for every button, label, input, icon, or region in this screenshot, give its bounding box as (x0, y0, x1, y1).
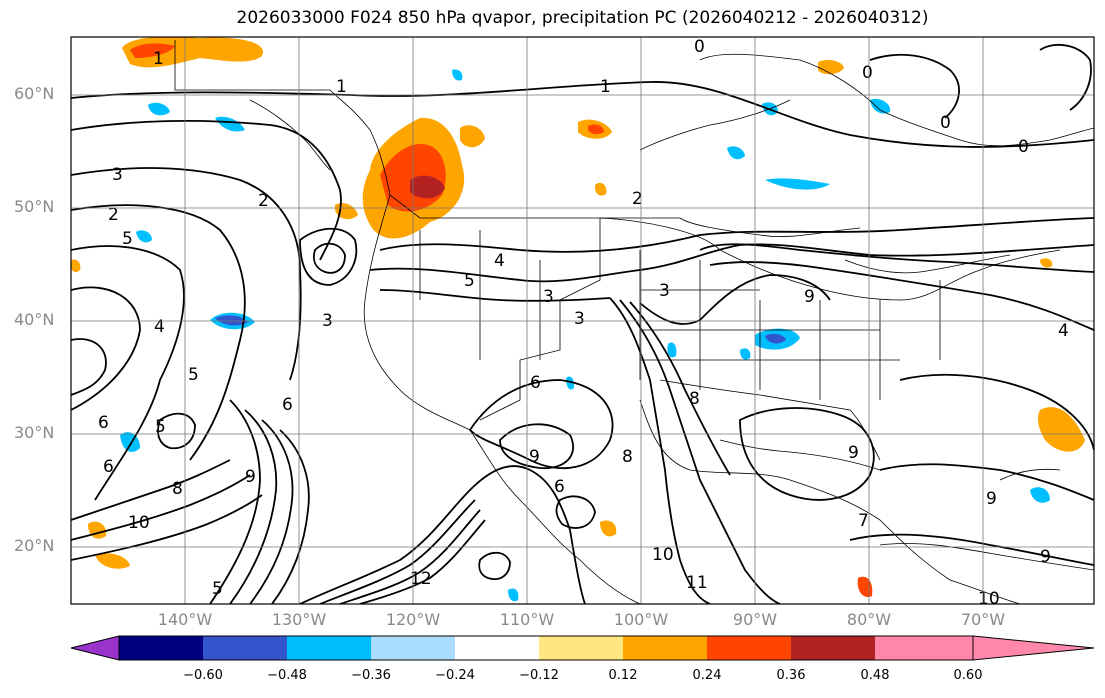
colorbar-tick: −0.36 (351, 668, 391, 683)
contour-label: 0 (862, 63, 873, 83)
contour-label: 3 (574, 309, 585, 329)
contour-label: 2 (258, 191, 269, 211)
contour-label: 8 (689, 389, 700, 409)
contour-label: 11 (686, 573, 708, 593)
contour-label: 0 (1018, 137, 1029, 157)
lon-label-120w: 120°W (385, 610, 441, 629)
contour-label: 5 (212, 579, 223, 599)
contour-label: 1 (600, 77, 611, 97)
lat-label-30n: 30°N (14, 423, 55, 442)
colorbar-tick: 0.48 (860, 668, 890, 683)
colorbar-segment (287, 636, 371, 660)
lat-label-50n: 50°N (14, 197, 55, 216)
figure-title: 2026033000 F024 850 hPa qvapor, precipit… (236, 8, 929, 28)
contour-label: 4 (154, 317, 165, 337)
plot-frame (70, 36, 1095, 605)
contour-label: 6 (554, 477, 565, 497)
graticule (71, 37, 1094, 604)
lat-label-60n: 60°N (14, 84, 55, 103)
contour-label: 1 (336, 77, 347, 97)
colorbar-tick: 0.36 (776, 668, 806, 683)
colorbar-segment (119, 636, 203, 660)
contour-label: 8 (172, 479, 183, 499)
lat-label-40n: 40°N (14, 310, 55, 329)
contour-labels: 1 1 1 0 0 0 0 2 2 2 3 3 3 3 3 4 4 4 5 5 … (98, 37, 1069, 609)
contour-label: 1 (153, 49, 164, 69)
lon-label-70w: 70°W (960, 610, 1006, 629)
colorbar-tick: 0.12 (608, 668, 638, 683)
contour-label: 9 (986, 489, 997, 509)
colorbar-tick: −0.48 (267, 668, 307, 683)
qvapor-contours (71, 43, 1094, 604)
contour-label: 6 (530, 373, 541, 393)
lon-label-80w: 80°W (846, 610, 892, 629)
contour-label: 9 (1040, 547, 1051, 567)
contour-label: 3 (543, 287, 554, 307)
contour-label: 0 (940, 113, 951, 133)
contour-label: 3 (112, 165, 123, 185)
contour-label: 5 (155, 417, 166, 437)
contour-label: 2 (632, 189, 643, 209)
contour-label: 2 (108, 205, 119, 225)
colorbar-segment (791, 636, 875, 660)
colorbar-segment (875, 636, 973, 660)
colorbar-tick: −0.12 (519, 668, 559, 683)
contour-label: 5 (122, 229, 133, 249)
contour-label: 9 (804, 287, 815, 307)
colorbar-extend-high (972, 635, 1095, 661)
colorbar-segment (539, 636, 623, 660)
lat-label-20n: 20°N (14, 536, 55, 555)
contour-label: 6 (103, 457, 114, 477)
contour-label: 6 (98, 413, 109, 433)
colorbar (70, 635, 1095, 661)
contour-label: 6 (282, 395, 293, 415)
lon-label-130w: 130°W (271, 610, 327, 629)
contour-label: 3 (659, 281, 670, 301)
colorbar-tick: −0.24 (435, 668, 475, 683)
contour-label: 9 (245, 467, 256, 487)
contour-label: 9 (848, 443, 859, 463)
contour-label: 4 (1058, 321, 1069, 341)
lon-label-110w: 110°W (499, 610, 555, 629)
contour-label: 10 (652, 545, 674, 565)
contour-label: 9 (529, 447, 540, 467)
lon-label-140w: 140°W (157, 610, 213, 629)
contour-label: 10 (978, 589, 1000, 609)
colorbar-segment (455, 636, 539, 660)
lon-label-100w: 100°W (613, 610, 669, 629)
colorbar-tick: −0.60 (183, 668, 223, 683)
colorbar-tick: 0.24 (692, 668, 722, 683)
colorbar-extend-low (70, 635, 120, 661)
contour-label: 4 (494, 251, 505, 271)
contour-label: 7 (858, 511, 869, 531)
map-outlines (174, 40, 1094, 604)
colorbar-segment (203, 636, 287, 660)
colorbar-segment (707, 636, 791, 660)
contour-label: 0 (694, 37, 705, 57)
contour-label: 10 (128, 513, 150, 533)
contour-label: 8 (622, 447, 633, 467)
colorbar-segment (371, 636, 455, 660)
lon-label-90w: 90°W (732, 610, 778, 629)
colorbar-segment (623, 636, 707, 660)
colorbar-tick: 0.60 (953, 668, 983, 683)
contour-label: 12 (410, 569, 432, 589)
contour-label: 5 (464, 271, 475, 291)
contour-label: 5 (188, 365, 199, 385)
